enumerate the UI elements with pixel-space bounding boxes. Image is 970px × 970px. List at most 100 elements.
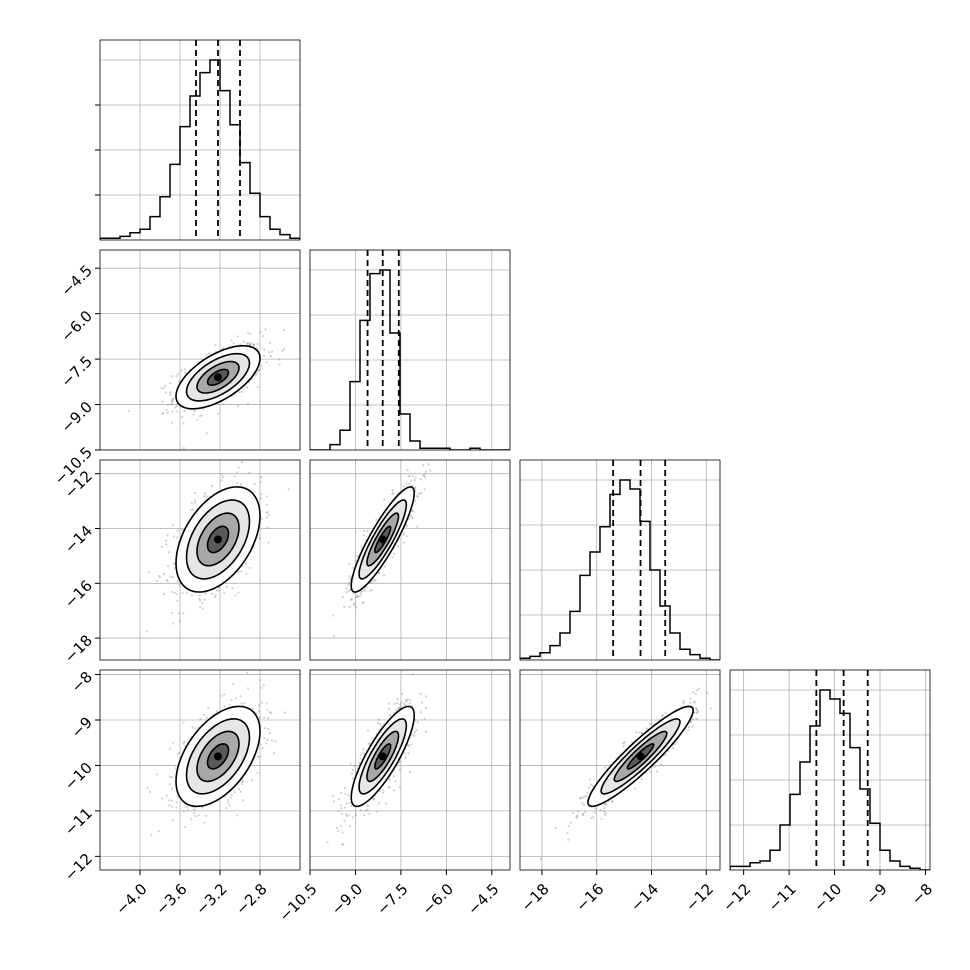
scatter-point bbox=[267, 727, 270, 731]
scatter-point bbox=[401, 692, 404, 695]
scatter-point bbox=[362, 601, 365, 604]
scatter-point bbox=[383, 498, 386, 501]
scatter-point bbox=[687, 728, 690, 731]
scatter-point bbox=[347, 584, 350, 587]
scatter-point bbox=[689, 701, 692, 704]
scatter-point bbox=[689, 720, 692, 723]
scatter-point bbox=[235, 471, 238, 474]
scatter-point bbox=[600, 817, 603, 821]
scatter-point bbox=[391, 556, 394, 559]
scatter-point bbox=[170, 403, 173, 406]
scatter-point bbox=[382, 789, 385, 792]
scatter-point bbox=[693, 701, 696, 704]
scatter-point bbox=[258, 716, 262, 719]
scatter-point bbox=[415, 494, 418, 498]
scatter-point bbox=[181, 416, 184, 419]
scatter-point bbox=[213, 595, 217, 599]
scatter-point bbox=[582, 803, 585, 806]
scatter-point bbox=[696, 708, 699, 711]
scatter-point bbox=[591, 784, 594, 788]
scatter-point bbox=[146, 630, 149, 633]
histogram-step bbox=[100, 59, 300, 240]
scatter-point bbox=[360, 545, 363, 548]
scatter-point bbox=[424, 707, 427, 710]
scatter-point bbox=[664, 753, 667, 756]
scatter-point bbox=[237, 466, 240, 469]
scatter-point bbox=[366, 804, 369, 807]
scatter-point bbox=[249, 343, 252, 346]
scatter-point bbox=[181, 528, 184, 532]
scatter-point bbox=[381, 791, 385, 794]
scatter-point bbox=[402, 485, 406, 488]
scatter-point bbox=[340, 806, 343, 810]
scatter-point bbox=[575, 816, 578, 819]
scatter-point bbox=[554, 826, 557, 830]
scatter-point bbox=[687, 725, 691, 728]
scatter-point bbox=[348, 589, 351, 592]
scatter-point bbox=[398, 768, 401, 771]
scatter-point bbox=[158, 574, 161, 578]
scatter-point bbox=[388, 785, 391, 788]
scatter-point bbox=[202, 713, 206, 717]
scatter-point bbox=[253, 482, 256, 486]
scatter-point bbox=[693, 711, 696, 715]
scatter-point bbox=[363, 589, 367, 592]
scatter-point bbox=[172, 397, 175, 400]
scatter-point bbox=[169, 393, 172, 396]
scatter-point bbox=[202, 408, 205, 411]
scatter-point bbox=[245, 572, 248, 575]
scatter-point bbox=[364, 809, 367, 812]
panel-0-0 bbox=[100, 40, 300, 240]
scatter-point bbox=[585, 794, 588, 797]
scatter-point bbox=[695, 689, 699, 692]
panel-3-2 bbox=[520, 670, 720, 870]
y-tick-label: −12 bbox=[61, 850, 96, 885]
scatter-point bbox=[242, 799, 245, 802]
scatter-point bbox=[256, 342, 259, 346]
scatter-point bbox=[182, 422, 185, 425]
scatter-point bbox=[193, 410, 196, 413]
scatter-point bbox=[256, 370, 259, 373]
panel-3-1 bbox=[310, 670, 510, 870]
scatter-point bbox=[247, 331, 250, 334]
scatter-point bbox=[406, 698, 409, 701]
scatter-point bbox=[194, 501, 197, 504]
scatter-point bbox=[350, 804, 353, 807]
scatter-point bbox=[178, 751, 181, 754]
scatter-point bbox=[161, 400, 164, 403]
scatter-point bbox=[353, 764, 356, 767]
scatter-point bbox=[356, 554, 359, 557]
scatter-point bbox=[229, 796, 232, 799]
scatter-point bbox=[367, 742, 370, 745]
scatter-point bbox=[171, 576, 175, 579]
scatter-point bbox=[373, 798, 376, 801]
scatter-point bbox=[184, 371, 187, 375]
scatter-point bbox=[244, 562, 248, 565]
scatter-point bbox=[348, 578, 351, 581]
scatter-point bbox=[266, 526, 269, 529]
scatter-point bbox=[171, 399, 174, 402]
scatter-point bbox=[376, 721, 379, 724]
scatter-point bbox=[697, 687, 701, 690]
scatter-point bbox=[691, 725, 694, 728]
scatter-point bbox=[404, 704, 407, 707]
scatter-point bbox=[237, 405, 240, 408]
scatter-point bbox=[175, 592, 178, 596]
scatter-point bbox=[183, 409, 186, 413]
scatter-point bbox=[230, 339, 233, 342]
scatter-point bbox=[269, 355, 272, 358]
scatter-point bbox=[359, 808, 363, 812]
scatter-point bbox=[171, 421, 174, 425]
y-tick-label: −4.5 bbox=[58, 261, 96, 299]
panel-2-2 bbox=[520, 460, 720, 660]
scatter-point bbox=[203, 598, 206, 601]
scatter-point bbox=[342, 843, 345, 846]
x-tick-label: −10 bbox=[810, 880, 845, 915]
scatter-point bbox=[689, 720, 692, 724]
scatter-point bbox=[223, 705, 226, 708]
scatter-point bbox=[266, 510, 269, 514]
scatter-point bbox=[366, 729, 370, 732]
scatter-point bbox=[583, 795, 586, 798]
scatter-point bbox=[174, 767, 177, 770]
scatter-point bbox=[232, 342, 235, 345]
